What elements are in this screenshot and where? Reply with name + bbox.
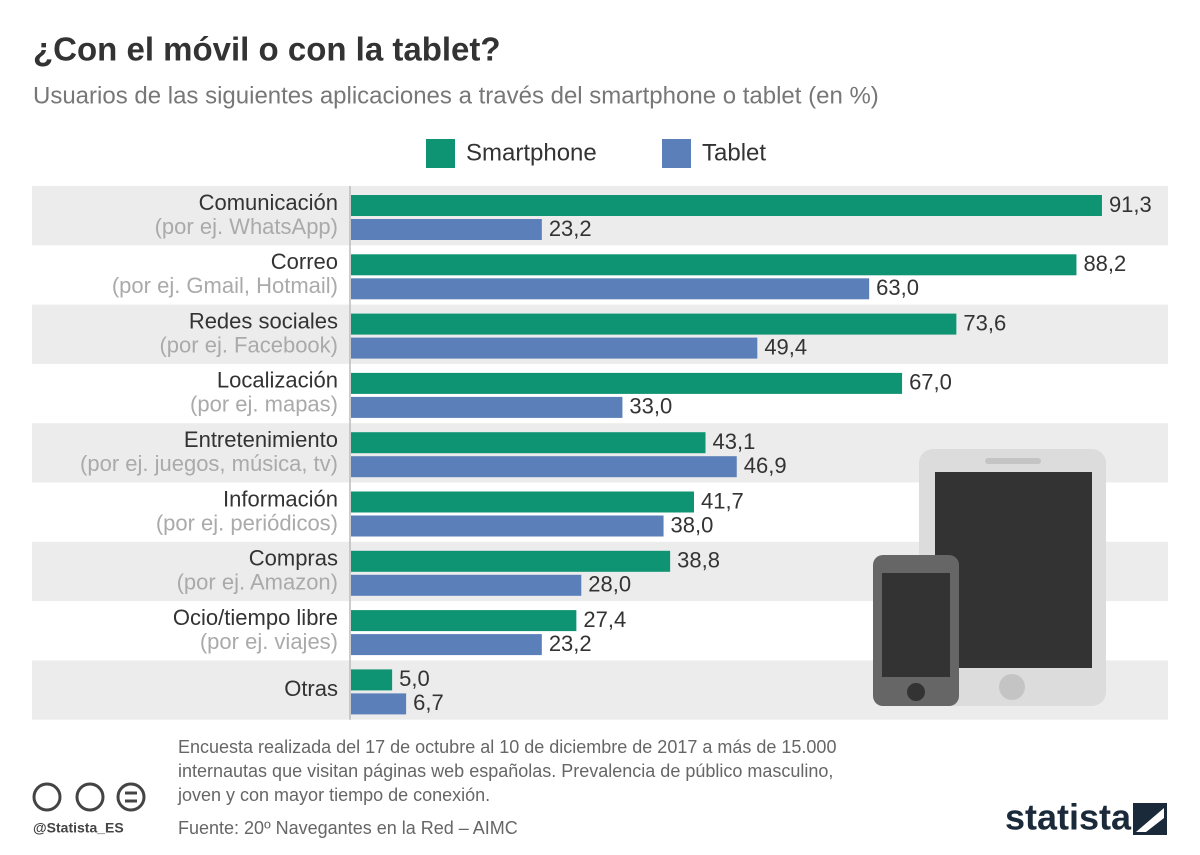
category-sublabel: (por ej. Amazon) — [177, 570, 338, 595]
category-sublabel: (por ej. viajes) — [200, 629, 338, 654]
credit: @Statista_ES — [33, 820, 124, 836]
bar — [351, 669, 393, 691]
value-label: 63,0 — [876, 275, 919, 300]
value-label: 28,0 — [588, 572, 631, 597]
brand-logo: statista — [1005, 797, 1132, 838]
value-label: 27,4 — [583, 607, 626, 632]
bar — [351, 432, 706, 454]
bar — [351, 693, 407, 715]
source: Fuente: 20º Navegantes en la Red – AIMC — [178, 818, 518, 838]
category-sublabel: (por ej. juegos, música, tv) — [80, 451, 338, 476]
legend-swatch — [662, 139, 691, 168]
footnote: Encuesta realizada del 17 de octubre al … — [178, 737, 836, 757]
bar — [351, 372, 903, 394]
bar — [351, 574, 582, 596]
value-label: 73,6 — [963, 310, 1006, 335]
value-label: 5,0 — [399, 666, 430, 691]
category-label: Otras — [284, 676, 338, 701]
footnote: joven y con mayor tiempo de conexión. — [177, 785, 490, 805]
category-label: Entretenimiento — [184, 427, 338, 452]
license-icons — [32, 782, 146, 812]
category-sublabel: (por ej. WhatsApp) — [155, 214, 338, 239]
category-sublabel: (por ej. Gmail, Hotmail) — [112, 273, 338, 298]
legend-label: Smartphone — [466, 139, 597, 166]
category-label: Correo — [271, 249, 338, 274]
category-sublabel: (por ej. periódicos) — [156, 510, 338, 535]
bar — [351, 219, 542, 240]
value-label: 38,8 — [677, 548, 720, 573]
category-label: Ocio/tiempo libre — [173, 605, 338, 630]
value-label: 91,3 — [1109, 192, 1152, 217]
category-sublabel: (por ej. Facebook) — [159, 332, 338, 357]
tablet-screen — [935, 472, 1092, 668]
value-label: 38,0 — [671, 512, 714, 537]
bar — [351, 515, 664, 537]
value-label: 23,2 — [549, 216, 592, 241]
cc-icon — [32, 782, 62, 812]
bar — [351, 337, 758, 359]
value-label: 67,0 — [909, 370, 952, 395]
bar — [351, 396, 623, 418]
bar — [351, 550, 671, 572]
bar — [351, 634, 542, 656]
bar — [351, 456, 737, 478]
category-label: Compras — [249, 546, 338, 571]
value-label: 23,2 — [549, 631, 592, 656]
legend-swatch — [426, 139, 455, 168]
category-label: Información — [223, 486, 338, 511]
category-label: Comunicación — [199, 190, 338, 215]
value-label: 49,4 — [764, 334, 807, 359]
bar — [351, 278, 870, 300]
tablet-button — [999, 674, 1025, 700]
tablet-speaker — [985, 458, 1041, 464]
brand-mark-stripe — [1136, 808, 1164, 832]
device-illustration — [873, 449, 1106, 706]
bar — [351, 195, 1102, 216]
chart-subtitle: Usuarios de las siguientes aplicaciones … — [33, 82, 879, 109]
value-label: 43,1 — [712, 429, 755, 454]
by-icon — [75, 782, 105, 812]
legend-label: Tablet — [702, 139, 766, 166]
bar — [351, 491, 694, 513]
chart-title: ¿Con el móvil o con la tablet? — [33, 31, 501, 68]
bar — [351, 313, 957, 335]
value-label: 6,7 — [413, 690, 444, 715]
phone-button — [907, 683, 925, 701]
value-label: 33,0 — [629, 394, 672, 419]
category-sublabel: (por ej. mapas) — [190, 392, 338, 417]
category-label: Redes sociales — [189, 308, 338, 333]
value-label: 41,7 — [701, 488, 744, 513]
bar — [351, 610, 577, 632]
phone-screen — [882, 573, 950, 677]
bar — [351, 254, 1077, 276]
footnote: internautas que visitan páginas web espa… — [178, 761, 833, 781]
value-label: 46,9 — [744, 453, 787, 478]
value-label: 88,2 — [1083, 251, 1126, 276]
category-label: Localización — [217, 368, 338, 393]
nd-icon — [116, 782, 146, 812]
